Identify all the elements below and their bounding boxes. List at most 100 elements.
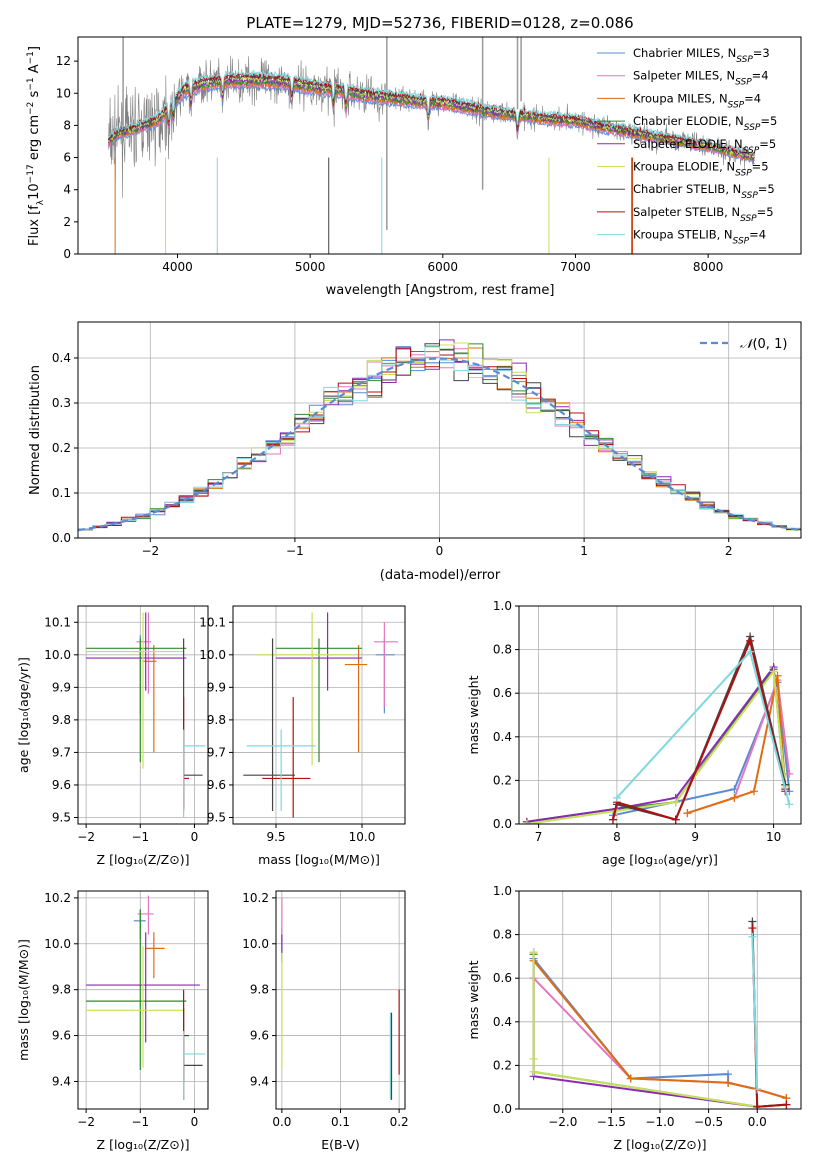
- legend-entry: Chabrier ELODIE, NSSP=5: [633, 114, 777, 133]
- text-span: Salpeter STELIB, N: [633, 205, 740, 219]
- y-tick-label: 0.2: [493, 773, 512, 787]
- histogram-7: [78, 348, 801, 530]
- text-span: SSP: [733, 237, 750, 247]
- y-tick-label: 9.7: [52, 745, 71, 759]
- x-tick-label: −1: [131, 830, 149, 844]
- errorbar-point: [374, 622, 399, 707]
- y-tick-label: 10.2: [44, 891, 71, 905]
- y-tick-label: 10.1: [44, 615, 71, 629]
- x-tick-label: −2: [141, 544, 159, 558]
- x-axis-label: age [log₁₀(age/yr)]: [602, 852, 718, 867]
- x-axis-label: Z [log₁₀(Z/Z⊙)]: [97, 1137, 190, 1152]
- plot-area: [529, 917, 791, 1109]
- text-span: SSP: [735, 169, 752, 179]
- y-tick-label: 10.0: [44, 937, 71, 951]
- legend-entry: 𝒩(0, 1): [740, 337, 787, 352]
- series-marker: [785, 769, 794, 778]
- text-span: −2: [26, 102, 36, 115]
- y-tick-label: 9.6: [250, 1029, 269, 1043]
- y-axis-label: mass weight: [466, 675, 481, 754]
- series-line-8: [751, 936, 759, 1090]
- y-tick-label: 0.0: [493, 817, 512, 831]
- plot-area: [522, 632, 794, 824]
- x-tick-label: 0.1: [331, 1115, 350, 1129]
- y-tick-label: 10.1: [199, 615, 226, 629]
- axes-frame: [77, 321, 802, 539]
- plot-area: [86, 612, 206, 818]
- errorbar-point: [276, 638, 362, 763]
- series-line-5: [532, 952, 758, 1108]
- text-span: ]: [27, 46, 42, 51]
- y-tick-label: 0.0: [52, 531, 71, 545]
- errorbar-point: [86, 946, 184, 1068]
- y-tick-label: 0: [63, 247, 71, 261]
- x-tick-label: 7: [535, 830, 543, 844]
- plot-area: [78, 339, 801, 532]
- series-line-3: [526, 666, 787, 823]
- text-span: s: [27, 90, 42, 101]
- panel-mass-vs-Z: −2 −1 0 9.4 9.6 9.8 10.0 10.2: [44, 890, 209, 1129]
- normal-curve: [78, 357, 801, 532]
- text-span: =5: [752, 160, 769, 174]
- series-marker: [746, 636, 755, 645]
- y-tick-label: 10.0: [199, 648, 226, 662]
- x-tick-label: 6000: [428, 260, 459, 274]
- series-marker: [724, 1070, 733, 1079]
- text-span: λ: [36, 199, 46, 205]
- y-axis-label: mass weight: [466, 960, 481, 1039]
- model-line-8: [108, 69, 755, 156]
- errorbar-point: [262, 697, 311, 818]
- text-span: −17: [26, 164, 36, 183]
- axes-frame: [232, 605, 406, 825]
- panel-mass-vs-EBV: 0.0 0.1 0.2 9.4 9.6 9.8 10.0 10.2: [242, 890, 409, 1129]
- plot-area: [86, 895, 206, 1100]
- series-marker: [753, 1085, 762, 1094]
- errorbar-point: [246, 729, 316, 811]
- y-axis-label: age [log₁₀(age/yr)]: [16, 657, 31, 773]
- text-span: Chabrier ELODIE, N: [633, 114, 744, 128]
- series-line-3: [532, 954, 758, 1108]
- y-axis-label: Normed distribution: [28, 365, 43, 495]
- x-tick-label: 0.0: [748, 1115, 767, 1129]
- y-tick-label: 0.4: [52, 351, 71, 365]
- series-marker: [609, 815, 617, 824]
- y-tick-label: 9.6: [207, 778, 226, 792]
- series-marker: [724, 1078, 733, 1087]
- legend-entry: Kroupa MILES, NSSP=4: [633, 91, 761, 110]
- series-marker: [782, 1100, 791, 1109]
- text-span: SSP: [735, 78, 752, 88]
- x-tick-label: −2.0: [548, 1115, 577, 1129]
- legend-entry: Chabrier STELIB, NSSP=5: [633, 182, 775, 201]
- errorbar-point: [86, 638, 187, 763]
- y-axis-label: mass [log₁₀(M/M⊙)]: [16, 939, 31, 1061]
- text-span: =5: [757, 205, 774, 219]
- y-tick-label: 9.9: [207, 680, 226, 694]
- text-span: −1: [26, 77, 36, 90]
- errorbar-point: [143, 645, 157, 753]
- series-marker: [529, 1067, 538, 1076]
- y-tick-label: 9.5: [207, 810, 226, 824]
- legend-entry: Salpeter STELIB, NSSP=5: [633, 205, 774, 224]
- y-tick-label: 10.0: [242, 937, 269, 951]
- x-tick-label: 5000: [295, 260, 326, 274]
- plot-area: [108, 37, 755, 254]
- errorbar-point: [183, 638, 203, 808]
- axes-frame: [275, 890, 406, 1110]
- y-tick-label: 10.0: [44, 648, 71, 662]
- model-line-4: [108, 75, 755, 161]
- x-tick-label: 0: [191, 1115, 199, 1129]
- text-span: =4: [749, 228, 766, 242]
- series-marker: [746, 647, 755, 656]
- panel-massweight-vs-age: 7 8 9 10 0.0 0.2 0.4 0.6 0.8 1.0: [493, 599, 802, 844]
- plot-area: [243, 612, 399, 818]
- y-tick-label: 8: [63, 118, 71, 132]
- y-tick-label: 9.8: [52, 713, 71, 727]
- y-tick-label: 0.8: [493, 928, 512, 942]
- errorbar-point: [145, 932, 165, 979]
- y-tick-label: 9.8: [52, 983, 71, 997]
- text-span: A: [27, 64, 42, 77]
- y-tick-label: 10: [56, 86, 71, 100]
- text-span: =5: [759, 137, 776, 151]
- x-tick-label: −1: [131, 1115, 149, 1129]
